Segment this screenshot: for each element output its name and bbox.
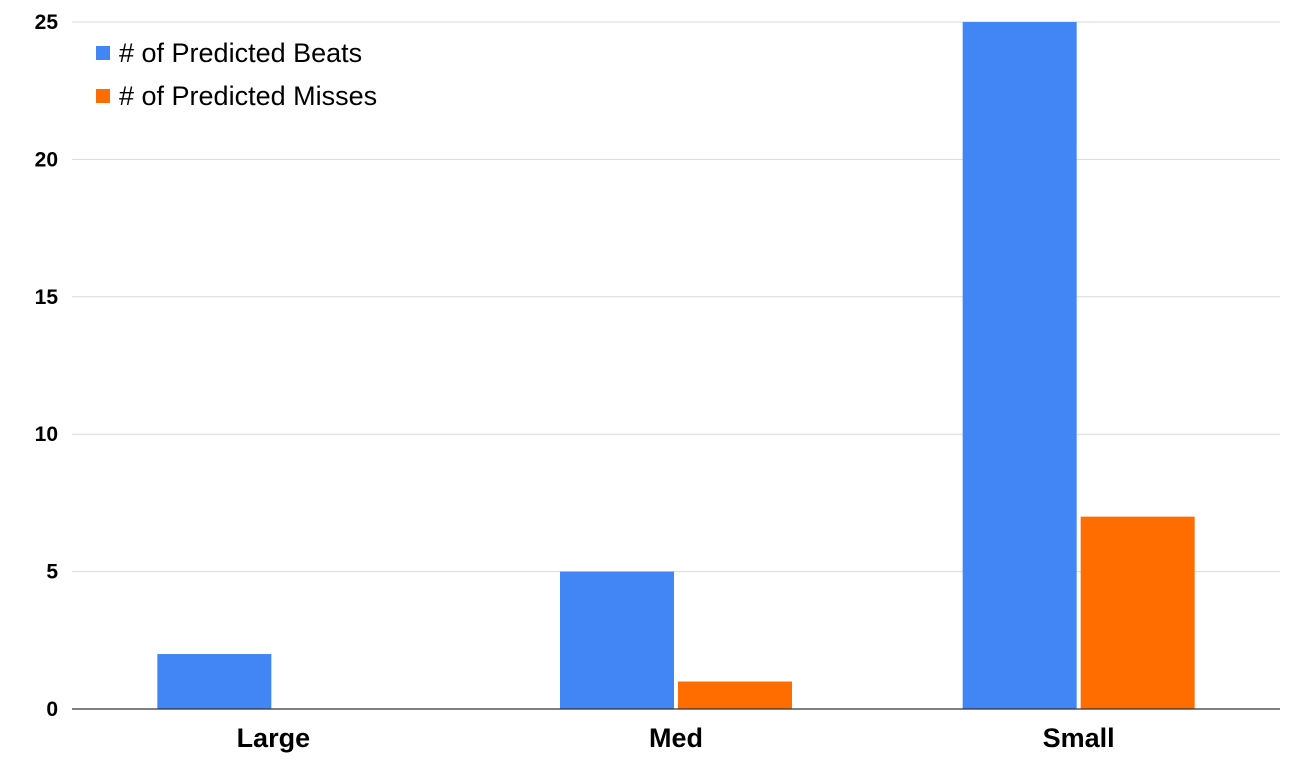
legend-label: # of Predicted Beats [119,38,362,68]
bars [157,22,1195,709]
y-tick-label: 5 [46,561,58,584]
bar-small-series-1 [962,22,1077,709]
gridlines [72,21,1280,573]
bar-med-series-2 [678,681,792,709]
bar-med-series-1 [560,571,674,709]
legend-swatch [96,89,110,103]
y-tick-label: 15 [35,286,59,309]
bar-large-series-1 [157,654,272,709]
y-tick-label: 25 [35,11,59,34]
x-tick-label: Large [237,723,311,753]
y-tick-label: 10 [35,423,58,446]
x-tick-label: Small [1043,723,1115,753]
legend-label: # of Predicted Misses [119,81,377,111]
legend: # of Predicted Beats # of Predicted Misse… [96,38,377,111]
axes: 0 5 10 15 20 25 Large Med Small [35,11,1280,753]
y-tick-label: 0 [46,698,58,721]
legend-swatch [96,46,110,60]
y-tick-label: 20 [35,148,58,171]
x-tick-label: Med [649,723,703,753]
bar-small-series-2 [1080,516,1195,709]
